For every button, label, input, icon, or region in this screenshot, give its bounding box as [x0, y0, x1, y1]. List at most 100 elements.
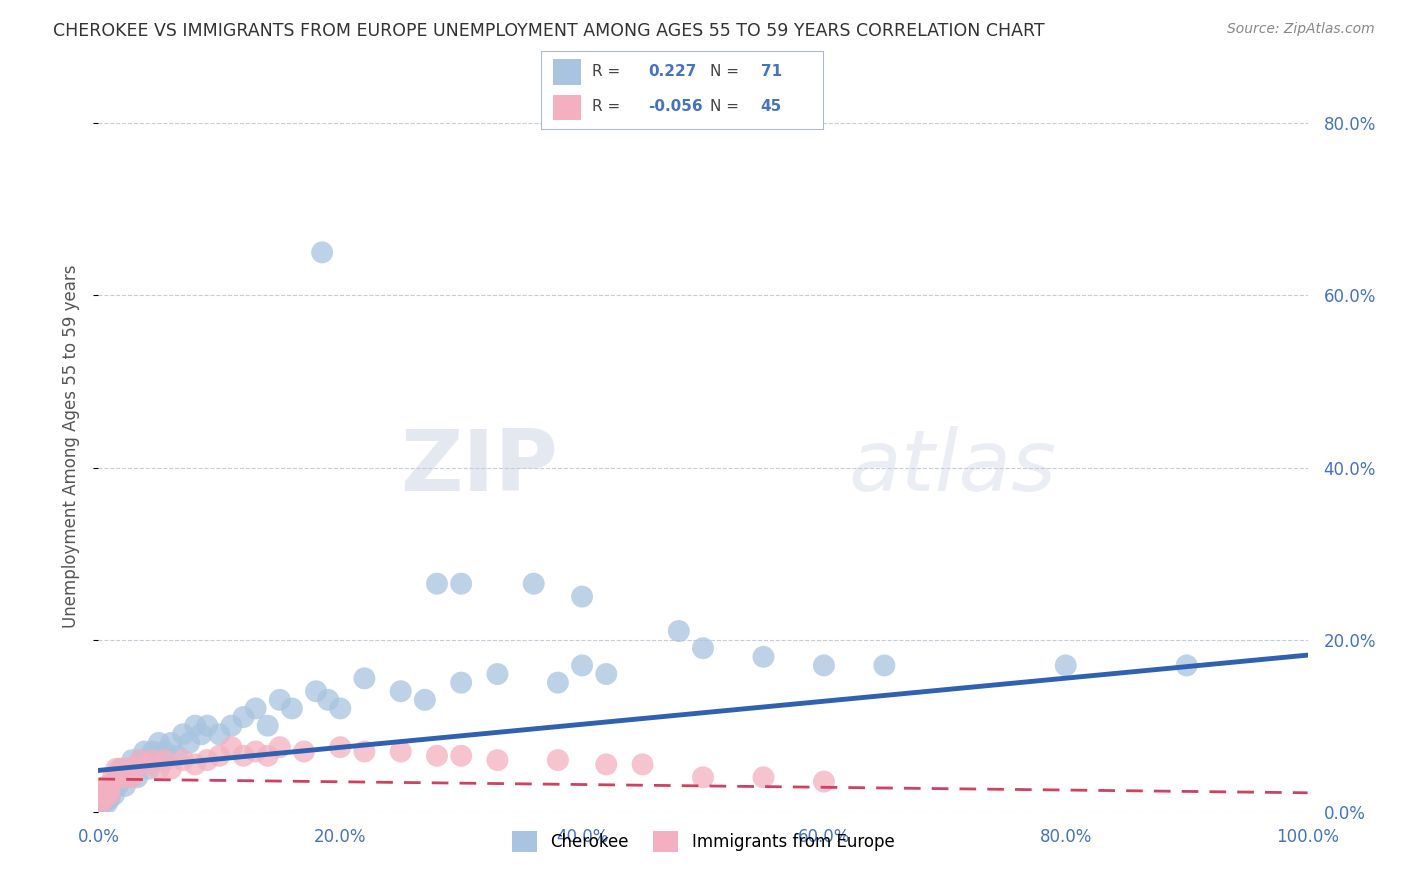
Point	[108, 762, 131, 776]
Point	[103, 788, 125, 802]
Point	[179, 736, 201, 750]
Point	[486, 753, 509, 767]
Point	[160, 762, 183, 776]
Point	[142, 744, 165, 758]
Text: N =: N =	[710, 99, 744, 113]
Point	[91, 796, 114, 810]
Point	[153, 753, 176, 767]
Point	[118, 762, 141, 776]
Point	[195, 719, 218, 733]
Point	[208, 727, 231, 741]
Point	[111, 770, 134, 784]
Point	[117, 762, 139, 776]
Legend: Cherokee, Immigrants from Europe: Cherokee, Immigrants from Europe	[505, 824, 901, 858]
Point	[184, 757, 207, 772]
Point	[873, 658, 896, 673]
Point	[129, 753, 152, 767]
Point	[98, 792, 121, 806]
Point	[97, 783, 120, 797]
Point	[1175, 658, 1198, 673]
Text: N =: N =	[710, 64, 744, 79]
Point	[184, 719, 207, 733]
Point	[96, 796, 118, 810]
Text: -0.056: -0.056	[648, 99, 703, 113]
Text: R =: R =	[592, 64, 626, 79]
Point	[172, 753, 194, 767]
Point	[316, 693, 339, 707]
Point	[692, 770, 714, 784]
Point	[114, 770, 136, 784]
Point	[148, 762, 170, 776]
Point	[631, 757, 654, 772]
Point	[311, 245, 333, 260]
Point	[329, 701, 352, 715]
Point	[145, 753, 167, 767]
Y-axis label: Unemployment Among Ages 55 to 59 years: Unemployment Among Ages 55 to 59 years	[62, 264, 80, 628]
Point	[389, 684, 412, 698]
Point	[813, 774, 835, 789]
Point	[245, 744, 267, 758]
Point	[486, 667, 509, 681]
Point	[752, 649, 775, 664]
Point	[124, 762, 146, 776]
Point	[124, 762, 146, 776]
Text: R =: R =	[592, 99, 626, 113]
Point	[256, 719, 278, 733]
FancyBboxPatch shape	[553, 95, 581, 120]
Point	[153, 744, 176, 758]
Point	[450, 576, 472, 591]
Point	[232, 710, 254, 724]
Text: 45: 45	[761, 99, 782, 113]
Point	[668, 624, 690, 638]
Point	[91, 788, 114, 802]
Point	[329, 740, 352, 755]
Point	[108, 770, 131, 784]
Point	[91, 792, 114, 806]
Point	[547, 675, 569, 690]
Point	[232, 748, 254, 763]
Point	[292, 744, 315, 758]
Point	[100, 779, 122, 793]
Point	[93, 783, 115, 797]
Point	[547, 753, 569, 767]
Point	[752, 770, 775, 784]
Point	[105, 762, 128, 776]
Point	[118, 770, 141, 784]
Point	[134, 744, 156, 758]
Point	[353, 744, 375, 758]
Point	[523, 576, 546, 591]
Point	[160, 736, 183, 750]
Point	[142, 753, 165, 767]
Point	[692, 641, 714, 656]
Point	[101, 770, 124, 784]
Point	[269, 740, 291, 755]
Point	[114, 779, 136, 793]
Text: ZIP: ZIP	[401, 426, 558, 509]
Point	[148, 736, 170, 750]
Point	[269, 693, 291, 707]
Point	[111, 762, 134, 776]
Point	[90, 796, 112, 810]
Point	[426, 748, 449, 763]
Point	[105, 770, 128, 784]
Point	[94, 788, 117, 802]
Point	[98, 788, 121, 802]
Point	[281, 701, 304, 715]
Point	[91, 788, 114, 802]
Point	[90, 796, 112, 810]
Point	[94, 788, 117, 802]
Point	[389, 744, 412, 758]
Point	[101, 779, 124, 793]
Text: 71: 71	[761, 64, 782, 79]
Point	[190, 727, 212, 741]
Point	[221, 740, 243, 755]
Point	[450, 675, 472, 690]
Point	[571, 590, 593, 604]
Text: CHEROKEE VS IMMIGRANTS FROM EUROPE UNEMPLOYMENT AMONG AGES 55 TO 59 YEARS CORREL: CHEROKEE VS IMMIGRANTS FROM EUROPE UNEMP…	[53, 22, 1045, 40]
Point	[256, 748, 278, 763]
Point	[121, 770, 143, 784]
Point	[208, 748, 231, 763]
Point	[121, 753, 143, 767]
Point	[245, 701, 267, 715]
Point	[129, 753, 152, 767]
